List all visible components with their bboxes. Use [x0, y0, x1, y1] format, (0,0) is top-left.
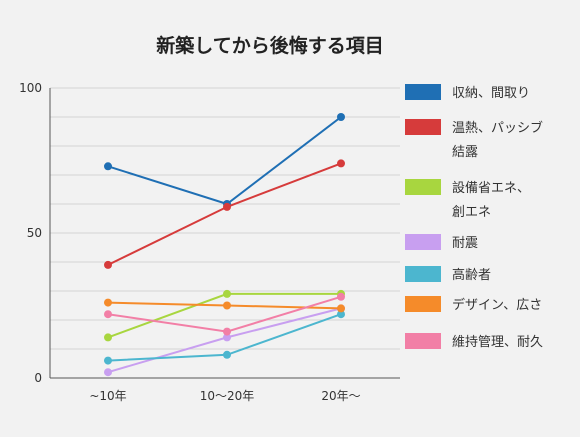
- legend-swatch: [405, 179, 441, 195]
- data-point: [104, 298, 112, 307]
- series-3: [104, 304, 345, 377]
- series-0: [104, 113, 345, 208]
- data-point: [104, 162, 112, 171]
- data-point: [337, 310, 345, 319]
- legend: 収納、間取り温熱、パッシブ結露設備省エネ、創エネ耐震高齢者デザイン、広さ維持管理…: [405, 84, 543, 350]
- legend-item: 耐震: [405, 234, 478, 251]
- legend-label: 結露: [452, 145, 478, 160]
- series-5: [104, 298, 345, 313]
- legend-swatch: [405, 296, 441, 312]
- data-point: [104, 356, 112, 365]
- data-point: [337, 292, 345, 301]
- data-point: [337, 113, 345, 121]
- legend-item: 収納、間取り: [405, 84, 530, 101]
- legend-label: 温熱、パッシブ: [452, 120, 543, 136]
- data-point: [223, 350, 231, 359]
- x-tick-label: ~10年: [89, 389, 126, 403]
- legend-item: デザイン、広さ: [405, 296, 542, 313]
- grid: [50, 87, 400, 350]
- data-point: [104, 333, 112, 342]
- data-point: [223, 327, 231, 336]
- legend-swatch: [405, 84, 441, 100]
- legend-item: 高齢者: [405, 266, 491, 283]
- legend-item: 維持管理、耐久: [405, 333, 543, 350]
- data-point: [223, 301, 231, 310]
- y-tick-label: 100: [19, 81, 42, 95]
- data-point: [337, 304, 345, 313]
- x-tick-label: 20年～: [321, 389, 360, 403]
- legend-swatch: [405, 266, 441, 282]
- series-line: [107, 116, 342, 206]
- data-point: [223, 333, 231, 342]
- legend-label: 収納、間取り: [452, 86, 530, 101]
- x-tick-label: 10～20年: [200, 389, 255, 403]
- data-point: [223, 289, 231, 298]
- legend-label: 高齢者: [452, 267, 491, 283]
- series-6: [104, 292, 345, 336]
- data-point: [223, 202, 231, 211]
- legend-label: 設備省エネ、: [452, 180, 530, 196]
- legend-label: デザイン、広さ: [452, 297, 542, 313]
- chart-title: 新築してから後悔する項目: [156, 34, 383, 57]
- legend-swatch: [405, 119, 441, 135]
- data-point: [104, 260, 112, 269]
- legend-item: 設備省エネ、創エネ: [405, 179, 530, 220]
- series-layer: [104, 113, 345, 377]
- legend-swatch: [405, 333, 441, 349]
- legend-label: 創エネ: [452, 205, 491, 220]
- data-point: [104, 310, 112, 319]
- legend-swatch: [405, 234, 441, 250]
- axes: 0 50 100 ~10年 10～20年 20年～: [19, 81, 400, 403]
- data-point: [104, 368, 112, 377]
- series-1: [104, 159, 345, 269]
- y-tick-label: 50: [27, 226, 42, 240]
- series-2: [104, 289, 345, 342]
- series-4: [104, 310, 345, 365]
- data-point: [337, 159, 345, 168]
- y-tick-label: 0: [34, 371, 42, 385]
- legend-label: 維持管理、耐久: [452, 335, 543, 350]
- series-line: [107, 162, 342, 266]
- legend-label: 耐震: [452, 236, 478, 251]
